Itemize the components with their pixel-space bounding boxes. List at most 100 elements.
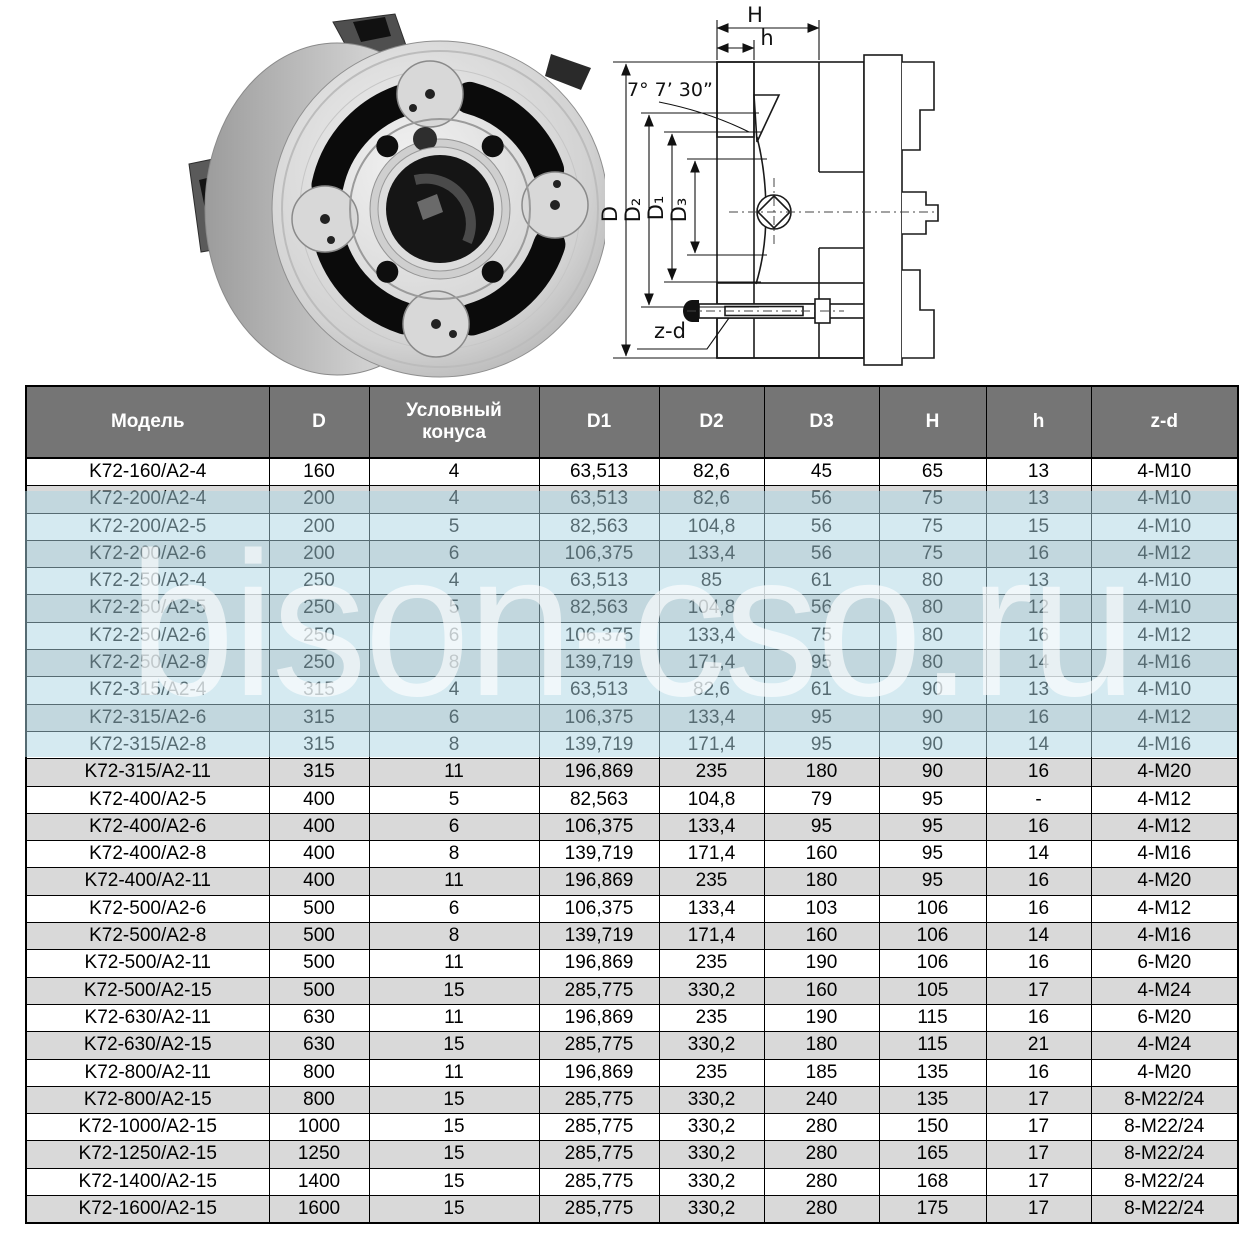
- cell-cone: 8: [368, 922, 540, 951]
- cell-zd: 4-M20: [1090, 758, 1239, 787]
- cell-model: K72-315/A2-6: [25, 703, 270, 732]
- cell-cone: 11: [368, 758, 540, 787]
- cell-d3: 160: [763, 976, 880, 1005]
- center-bore: [377, 146, 503, 272]
- cell-zd: 4-M10: [1090, 676, 1239, 705]
- cell-cone: 4: [368, 485, 540, 514]
- table-row: K72-500/A2-6 500 6 106,375 133,4 103 106 16 4-M1…: [25, 894, 1239, 924]
- cell-model: K72-800/A2-15: [25, 1085, 270, 1115]
- cell-h-cap: 75: [878, 539, 987, 569]
- cell-h-cap: 106: [878, 894, 987, 924]
- cell-d: 1600: [268, 1195, 370, 1224]
- cell-cone: 15: [368, 1195, 540, 1224]
- cell-d2: 104,8: [658, 512, 765, 541]
- cell-d1: 196,869: [538, 1003, 660, 1033]
- counterbore-hole: [413, 127, 437, 151]
- cell-d2: 82,6: [658, 457, 765, 487]
- column-header-model: Модель: [25, 385, 270, 459]
- table-row: K72-1600/A2-15 1600 15 285,775 330,2 280 175 17…: [25, 1195, 1239, 1224]
- cell-h-cap: 90: [878, 758, 987, 787]
- chuck-face: [271, 40, 605, 378]
- cell-d: 250: [268, 621, 370, 651]
- cell-zd: 6-M20: [1090, 1003, 1239, 1033]
- cell-d: 315: [268, 676, 370, 705]
- table-row: K72-315/A2-11 315 11 196,869 235 180 90 16 4-M20: [25, 758, 1239, 787]
- table-row: K72-160/A2-4 160 4 63,513 82,6 45 65 13 4-M10: [25, 457, 1239, 487]
- cell-cone: 8: [368, 730, 540, 760]
- cell-h-small: 17: [985, 1085, 1092, 1115]
- cell-d: 200: [268, 512, 370, 541]
- cell-h-small: 16: [985, 867, 1092, 896]
- cell-d1: 82,563: [538, 594, 660, 623]
- cell-zd: 4-M12: [1090, 621, 1239, 651]
- cell-d2: 235: [658, 758, 765, 787]
- cell-d: 400: [268, 867, 370, 896]
- cell-cone: 6: [368, 539, 540, 569]
- cell-d2: 330,2: [658, 1085, 765, 1115]
- table-row: K72-200/A2-5 200 5 82,563 104,8 56 75 15 4-M10: [25, 512, 1239, 541]
- cell-cone: 6: [368, 703, 540, 732]
- cell-d3: 280: [763, 1195, 880, 1224]
- cell-d3: 95: [763, 730, 880, 760]
- cell-h-small: 14: [985, 922, 1092, 951]
- table-row: K72-400/A2-11 400 11 196,869 235 180 95 16 4-M20: [25, 867, 1239, 896]
- table-row: K72-400/A2-8 400 8 139,719 171,4 160 95 14 4-M16: [25, 840, 1239, 869]
- cell-model: K72-200/A2-5: [25, 512, 270, 541]
- cell-cone: 15: [368, 1113, 540, 1142]
- cell-d3: 185: [763, 1058, 880, 1087]
- cell-h-cap: 95: [878, 785, 987, 814]
- column-header-h-small: h: [985, 385, 1092, 459]
- cell-d2: 104,8: [658, 785, 765, 814]
- cell-d2: 133,4: [658, 703, 765, 732]
- cell-h-small: 17: [985, 1113, 1092, 1142]
- column-header-d3: D3: [763, 385, 880, 459]
- cell-d2: 171,4: [658, 922, 765, 951]
- cell-model: K72-1250/A2-15: [25, 1140, 270, 1169]
- dim-label-D: D: [598, 206, 622, 222]
- arc-slots: [311, 81, 566, 336]
- cell-cone: 5: [368, 594, 540, 623]
- cell-d1: 139,719: [538, 922, 660, 951]
- cell-h-cap: 105: [878, 976, 987, 1005]
- cell-h-cap: 168: [878, 1167, 987, 1197]
- cell-model: K72-315/A2-4: [25, 676, 270, 705]
- cell-h-cap: 165: [878, 1140, 987, 1169]
- cell-d3: 180: [763, 1031, 880, 1060]
- cell-d1: 139,719: [538, 730, 660, 760]
- cell-zd: 4-M10: [1090, 457, 1239, 487]
- cell-d2: 171,4: [658, 649, 765, 678]
- cell-model: K72-250/A2-5: [25, 594, 270, 623]
- table-row: K72-1400/A2-15 1400 15 285,775 330,2 280 168 17…: [25, 1167, 1239, 1197]
- cell-cone: 5: [368, 785, 540, 814]
- cell-zd: 4-M12: [1090, 785, 1239, 814]
- cell-d3: 95: [763, 703, 880, 732]
- cell-d3: 240: [763, 1085, 880, 1115]
- cell-d2: 235: [658, 1003, 765, 1033]
- cell-d1: 63,513: [538, 567, 660, 596]
- cell-d1: 285,775: [538, 1113, 660, 1142]
- cell-cone: 5: [368, 512, 540, 541]
- cell-d: 250: [268, 594, 370, 623]
- cell-d1: 139,719: [538, 649, 660, 678]
- table-row: K72-250/A2-6 250 6 106,375 133,4 75 80 16 4-M12: [25, 621, 1239, 651]
- cell-cone: 8: [368, 840, 540, 869]
- dimensions: H h D D₂ D₁ D₃ 7° 7’: [598, 3, 820, 359]
- cell-model: K72-250/A2-6: [25, 621, 270, 651]
- section-jaws: [863, 54, 939, 366]
- cell-zd: 4-M16: [1090, 922, 1239, 951]
- cell-zd: 4-M20: [1090, 1058, 1239, 1087]
- cell-d1: 285,775: [538, 1195, 660, 1224]
- cell-d: 630: [268, 1031, 370, 1060]
- cell-zd: 6-M20: [1090, 949, 1239, 978]
- column-header-d: D: [268, 385, 370, 459]
- cam-sockets: [291, 60, 589, 358]
- cell-model: K72-1400/A2-15: [25, 1167, 270, 1197]
- cell-h-small: 12: [985, 594, 1092, 623]
- cell-cone: 6: [368, 812, 540, 842]
- cell-d2: 330,2: [658, 1140, 765, 1169]
- cell-d1: 285,775: [538, 1140, 660, 1169]
- cell-d3: 56: [763, 539, 880, 569]
- cell-zd: 4-M10: [1090, 594, 1239, 623]
- cell-model: K72-1000/A2-15: [25, 1113, 270, 1142]
